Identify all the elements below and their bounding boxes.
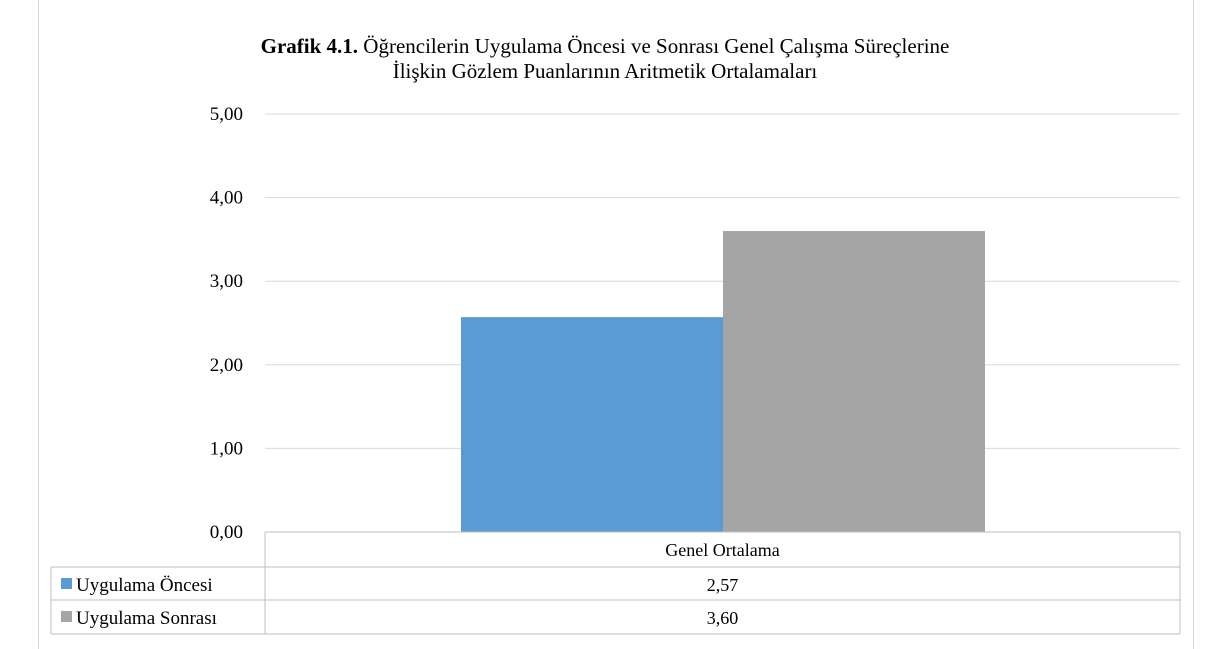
y-tick-label: 0,00 [210,522,243,543]
y-tick-label: 1,00 [210,438,243,459]
y-tick-label: 3,00 [210,271,243,292]
legend-label: Uygulama Öncesi [76,575,213,596]
chart-title-number: Grafik 4.1. [260,34,359,58]
legend-key [61,611,72,622]
chart-title-line1: Öğrencilerin Uygulama Öncesi ve Sonrası … [363,34,950,58]
y-tick-label: 4,00 [210,188,243,209]
chart-title: Grafik 4.1. Öğrencilerin Uygulama Öncesi… [0,34,1210,84]
data-label: 3,60 [707,608,739,628]
bar-uygulama-sonrasi [723,231,985,533]
data-label: 2,57 [707,575,739,595]
x-category-label: Genel Ortalama [665,540,779,560]
chart-frame [38,0,1194,649]
y-tick-label: 5,00 [210,104,243,125]
y-tick-label: 2,00 [210,355,243,376]
legend-label: Uygulama Sonrası [76,608,217,629]
chart-title-line2: İlişkin Gözlem Puanlarının Aritmetik Ort… [392,59,818,83]
legend-key [61,578,72,589]
bar-uygulama-oncesi [461,317,723,532]
